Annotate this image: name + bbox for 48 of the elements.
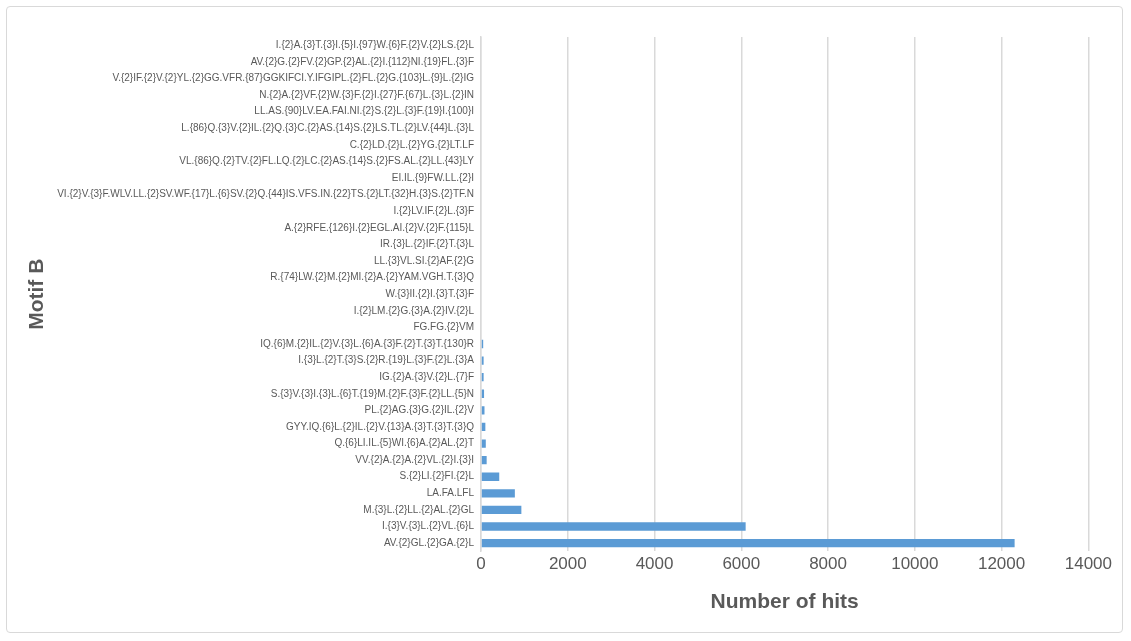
y-tick-label: EI.IL.{9}FW.LL.{2}I <box>391 171 475 183</box>
y-tick-label: V.{2}IF.{2}V.{2}YL.{2}GG.VFR.{87}GGKIFCI.Y.IFGIPL.{2}FL.{2}G.{103}L.{9}L.{2}IG <box>112 72 475 84</box>
x-tick-label: 12000 <box>977 554 1026 574</box>
y-tick-label: VV.{2}A.{2}A.{2}VL.{2}I.{3}I <box>355 453 475 465</box>
y-tick-label: L.{86}Q.{3}V.{2}IL.{2}Q.{3}C.{2}AS.{14}S.{2}LS.TL.{2}LV.{44}L.{3}L <box>181 122 475 134</box>
y-tick-label: AV.{2}GL.{2}GA.{2}L <box>383 536 475 548</box>
y-tick-label: GYY.IQ.{6}L.{2}IL.{2}V.{13}A.{3}T.{3}T.{3}Q <box>286 420 475 432</box>
x-tick-label: 4000 <box>635 554 674 574</box>
y-tick-label: LL.{3}VL.SI.{2}AF.{2}G <box>373 254 475 266</box>
y-tick-label: IR.{3}L.{2}IF.{2}T.{3}L <box>380 238 475 250</box>
y-tick-label: I.{3}V.{3}L.{2}VL.{6}L <box>382 520 475 532</box>
bar <box>481 505 522 515</box>
y-tick-label: IG.{2}A.{3}V.{2}L.{7}F <box>379 370 475 382</box>
y-tick-label: VI.{2}V.{3}F.WLV.LL.{2}SV.WF.{17}L.{6}SV.{2}Q.{44}IS.VFS.IN.{22}TS.{2}LT.{32}H.{3}S.{2}TF.N <box>57 188 475 200</box>
bar <box>481 489 515 498</box>
y-tick-label: LA.FA.LFL <box>426 487 475 499</box>
y-tick-label: I.{3}L.{2}T.{3}S.{2}R.{19}L.{3}F.{2}L.{3}A <box>298 354 475 366</box>
y-tick-label: AV.{2}G.{2}FV.{2}GP.{2}AL.{2}I.{112}NI.{19}FL.{3}F <box>250 55 475 67</box>
x-tick-label: 0 <box>476 554 486 574</box>
x-tick-label: 6000 <box>722 554 761 574</box>
x-tick-label: 10000 <box>891 554 939 574</box>
x-tick-label: 8000 <box>809 554 847 574</box>
y-tick-label: S.{3}V.{3}I.{3}L.{6}T.{19}M.{2}F.{3}F.{2}LL.{5}N <box>270 387 475 399</box>
y-tick-label: M.{3}L.{2}LL.{2}AL.{2}GL <box>363 503 475 515</box>
bar <box>481 472 500 481</box>
y-axis-title: Motif B <box>24 258 48 330</box>
y-tick-label: R.{74}LW.{2}M.{2}MI.{2}A.{2}YAM.VGH.T.{3}Q <box>270 271 475 283</box>
y-tick-label: W.{3}II.{2}I.{3}T.{3}F <box>385 287 475 299</box>
y-tick-label: I.{2}A.{3}T.{3}I.{5}I.{97}W.{6}F.{2}V.{2}LS.{2}L <box>275 39 475 51</box>
x-axis-title: Number of hits <box>710 589 859 613</box>
y-tick-label: VL.{86}Q.{2}TV.{2}FL.LQ.{2}LC.{2}AS.{14}S.{2}FS.AL.{2}LL.{43}LY <box>179 155 475 167</box>
y-tick-label: PL.{2}AG.{3}G.{2}IL.{2}V <box>364 404 475 416</box>
y-tick-label: I.{2}LV.IF.{2}L.{3}F <box>393 204 475 216</box>
y-tick-label: C.{2}LD.{2}L.{2}YG.{2}LT.LF <box>349 138 475 150</box>
y-tick-label: N.{2}A.{2}VF.{2}W.{3}F.{2}I.{27}F.{67}L.{3}L.{2}IN <box>259 88 475 100</box>
bar <box>481 455 487 465</box>
y-tick-label: S.{2}LI.{2}FI.{2}L <box>399 470 475 482</box>
x-tick-label: 14000 <box>1064 554 1112 574</box>
y-tick-label: A.{2}RFE.{126}I.{2}EGL.AI.{2}V.{2}F.{115}L <box>284 221 475 233</box>
y-tick-label: I.{2}LM.{2}G.{3}A.{2}IV.{2}L <box>353 304 475 316</box>
bar <box>481 538 1015 548</box>
bar <box>481 439 486 448</box>
y-tick-label: FG.FG.{2}VM <box>413 321 475 333</box>
bar <box>481 522 746 531</box>
x-tick-label: 2000 <box>548 554 587 574</box>
y-tick-label: LL.AS.{90}LV.EA.FAI.NI.{2}S.{2}L.{3}F.{19}I.{100}I <box>254 105 475 117</box>
y-tick-label: Q.{6}LI.IL.{5}WI.{6}A.{2}AL.{2}T <box>334 437 475 449</box>
y-tick-label: IQ.{6}M.{2}IL.{2}V.{3}L.{6}A.{3}F.{2}T.{3}T.{130}R <box>260 337 475 349</box>
